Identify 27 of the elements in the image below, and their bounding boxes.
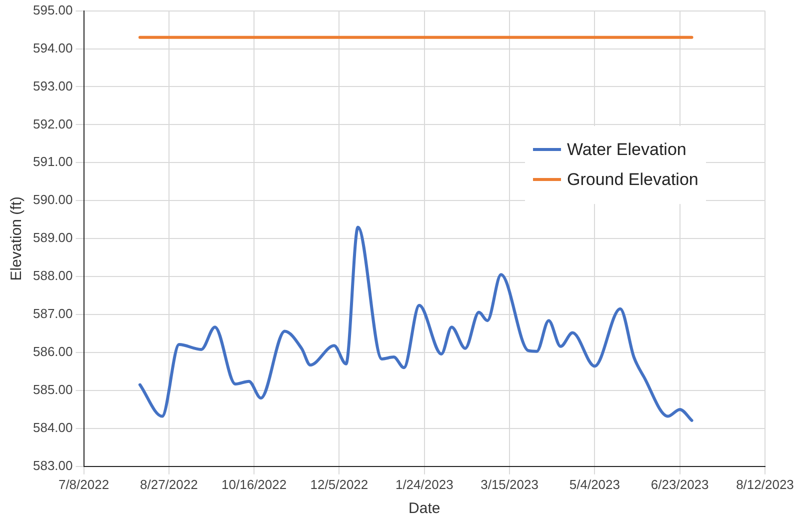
y-tick-label: 595.00 [32,2,73,18]
legend-label: Water Elevation [567,140,686,160]
y-tick-label: 584.00 [32,420,73,436]
y-tick-label: 588.00 [32,268,73,284]
y-tick-label: 590.00 [32,192,73,208]
y-tick-label: 583.00 [32,458,73,473]
x-tick-label: 12/5/2022 [310,476,368,492]
y-tick-label: 587.00 [32,306,73,322]
x-tick-label: 10/16/2022 [222,476,287,492]
x-tick-label: 8/27/2022 [140,476,198,492]
y-tick-label: 585.00 [32,382,73,398]
y-tick-label: 591.00 [32,154,73,170]
x-tick-label: 3/15/2023 [480,476,538,492]
x-tick-label: 8/12/2023 [736,476,794,492]
x-tick-label: 1/24/2023 [395,476,454,492]
x-tick-label: 5/4/2023 [569,476,620,492]
line-series [138,226,694,422]
legend-label: Ground Elevation [567,170,698,190]
y-axis-title: Elevation (ft) [8,196,26,281]
x-tick-label: 7/8/2022 [58,476,110,492]
y-tick-label: 589.00 [32,230,73,246]
y-tick-label: 586.00 [32,344,73,360]
y-tick-label: 592.00 [32,116,73,132]
x-tick-label: 6/23/2023 [650,476,709,492]
x-axis-title: Date [408,500,440,518]
y-tick-label: 594.00 [32,40,73,56]
y-tick-label: 593.00 [32,78,73,94]
